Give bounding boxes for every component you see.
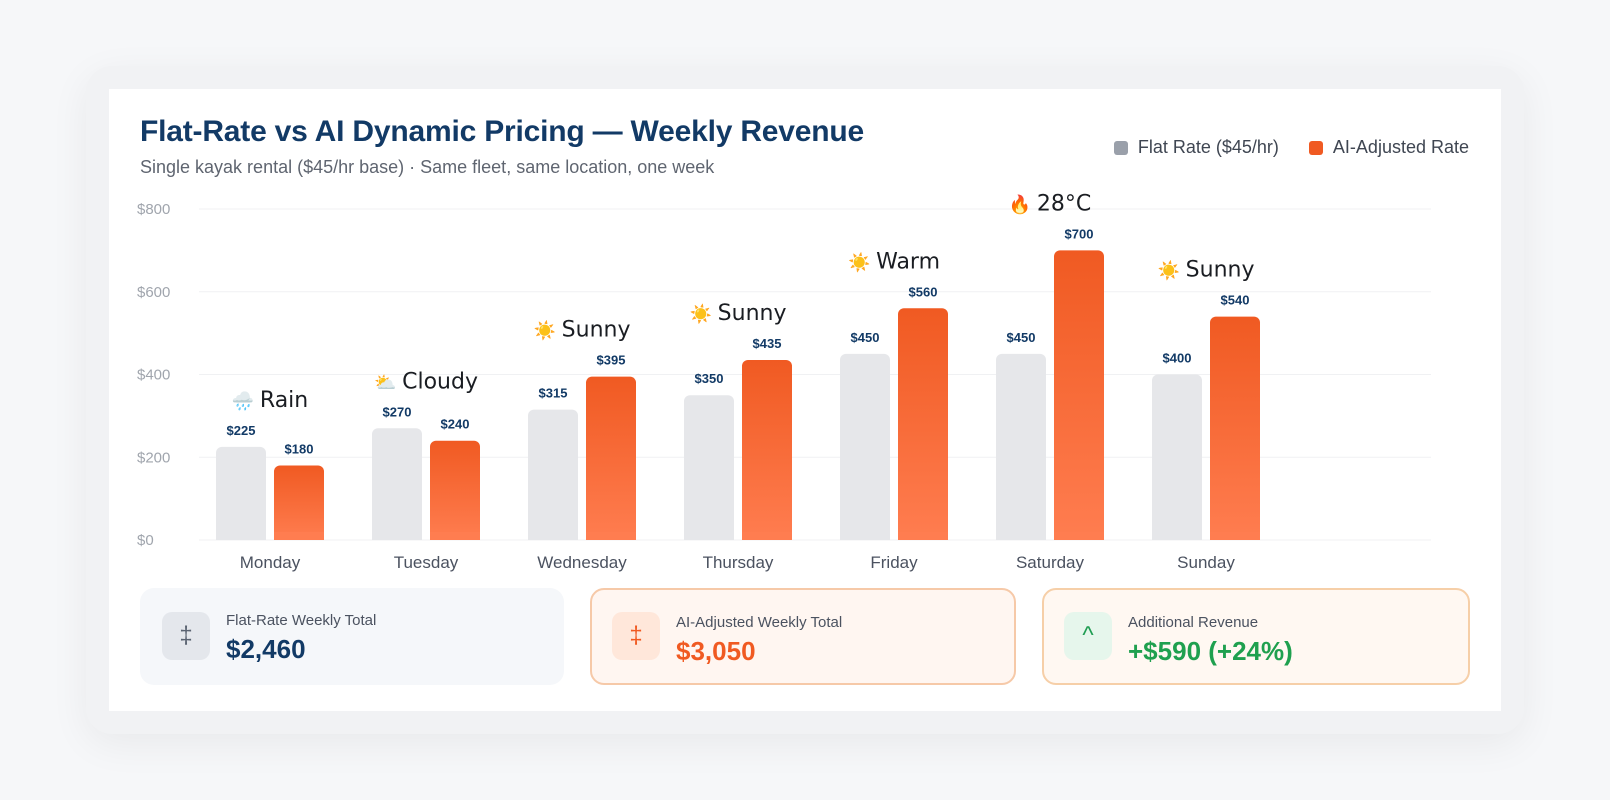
- y-tick-label: $400: [137, 367, 170, 384]
- legend-label-ai: AI-Adjusted Rate: [1332, 137, 1469, 157]
- legend: Flat Rate ($45/hr) AI-Adjusted Rate: [1113, 137, 1469, 158]
- bar-ai-base: [742, 532, 792, 540]
- legend-item-flat: Flat Rate ($45/hr): [1113, 137, 1279, 158]
- bar-ai: [1054, 250, 1104, 540]
- bar-flat: [528, 409, 578, 540]
- bar-flat-base: [216, 532, 266, 540]
- weather-annotation: ☀️ Sunny: [1158, 258, 1255, 283]
- bar-flat-base: [1152, 532, 1202, 540]
- summary-value: $2,460: [226, 634, 306, 664]
- value-label-ai: $395: [597, 353, 626, 368]
- bar-chart: $0 $200 $400 $600 $800 $225 $180 Monday 🌧️ Rain $…: [137, 191, 1431, 572]
- value-label-ai: $560: [909, 284, 938, 299]
- bar-flat: [372, 428, 422, 540]
- sun-icon: ☀️: [690, 303, 718, 325]
- value-label-flat: $270: [383, 404, 412, 419]
- x-tick-label: Monday: [240, 553, 301, 572]
- bar-flat: [840, 353, 890, 540]
- bar-ai-base: [1054, 532, 1104, 540]
- value-label-ai: $240: [441, 417, 470, 432]
- weather-annotation-text: Cloudy: [402, 369, 478, 394]
- summary-value: +$590 (+24%): [1128, 636, 1293, 666]
- double-dagger-icon: ‡: [162, 612, 210, 660]
- bar-ai: [274, 465, 324, 540]
- summary-label: Additional Revenue: [1128, 614, 1259, 631]
- x-tick-label: Thursday: [703, 553, 774, 572]
- chart-card: Flat-Rate vs AI Dynamic Pricing — Weekly…: [109, 89, 1501, 711]
- weather-annotation: ⛅ Cloudy: [374, 369, 478, 394]
- x-tick-label: Saturday: [1016, 553, 1085, 572]
- weather-annotation-text: Rain: [260, 388, 308, 413]
- bar-flat: [996, 353, 1046, 540]
- legend-swatch-flat: [1113, 140, 1128, 155]
- value-label-ai: $435: [753, 336, 782, 351]
- chart-subtitle: Single kayak rental ($45/hr base) · Same…: [140, 157, 715, 177]
- partly-cloudy-icon: ⛅: [374, 372, 402, 393]
- bar-ai-base: [1210, 532, 1260, 540]
- bar-flat: [216, 446, 266, 540]
- legend-label-flat: Flat Rate ($45/hr): [1137, 137, 1279, 157]
- weather-annotation-text: Sunny: [562, 318, 631, 343]
- x-tick-label: Tuesday: [394, 553, 459, 572]
- weather-annotation-text: 28°C: [1037, 191, 1091, 216]
- rain-cloud-icon: 🌧️: [232, 390, 260, 412]
- bar-flat-base: [528, 532, 578, 540]
- value-label-flat: $450: [851, 330, 880, 345]
- bar-flat-base: [684, 532, 734, 540]
- fire-icon: 🔥: [1009, 193, 1037, 215]
- summary-card-flat: ‡ Flat-Rate Weekly Total $2,460: [140, 588, 564, 685]
- double-dagger-icon: ‡: [612, 612, 660, 660]
- value-label-ai: $700: [1065, 226, 1094, 241]
- bar-flat-base: [372, 532, 422, 540]
- bar-ai: [898, 308, 948, 540]
- bar-ai: [742, 360, 792, 540]
- sun-icon: ☀️: [1158, 260, 1186, 282]
- value-label-flat: $450: [1007, 330, 1036, 345]
- value-label-flat: $225: [227, 423, 256, 438]
- summary-value: $3,050: [676, 636, 756, 666]
- bar-flat: [1152, 374, 1202, 540]
- legend-swatch-ai: [1308, 140, 1323, 155]
- chart-title: Flat-Rate vs AI Dynamic Pricing — Weekly…: [140, 115, 864, 148]
- bar-ai-base: [898, 532, 948, 540]
- y-tick-label: $200: [137, 449, 170, 466]
- weather-annotation: ☀️ Warm: [848, 249, 940, 274]
- bar-ai: [586, 376, 636, 540]
- bar-ai-base: [274, 532, 324, 540]
- weather-annotation: 🌧️ Rain: [232, 388, 308, 413]
- bar-flat: [684, 395, 734, 540]
- x-tick-label: Friday: [870, 553, 918, 572]
- value-label-flat: $400: [1163, 351, 1192, 366]
- weather-annotation-text: Sunny: [1186, 258, 1255, 283]
- bar-ai: [1210, 316, 1260, 540]
- legend-item-ai: AI-Adjusted Rate: [1308, 137, 1469, 158]
- weather-annotation: 🔥 28°C: [1009, 191, 1092, 216]
- bar-ai-base: [586, 532, 636, 540]
- weather-annotation: ☀️ Sunny: [534, 318, 631, 343]
- y-tick-label: $0: [137, 532, 154, 549]
- y-tick-label: $600: [137, 284, 170, 301]
- x-tick-label: Wednesday: [537, 553, 627, 572]
- weather-annotation: ☀️ Sunny: [690, 301, 787, 326]
- bar-flat-base: [996, 532, 1046, 540]
- bar-ai: [430, 440, 480, 540]
- bar-ai-base: [430, 532, 480, 540]
- caret-up-icon: ^: [1064, 612, 1112, 660]
- x-tick-label: Sunday: [1177, 553, 1235, 572]
- y-tick-label: $800: [137, 201, 170, 218]
- value-label-ai: $540: [1221, 293, 1250, 308]
- sun-icon: ☀️: [848, 251, 876, 273]
- bar-flat-base: [840, 532, 890, 540]
- summary-card-additional: ^ Additional Revenue +$590 (+24%): [1042, 588, 1470, 685]
- value-label-flat: $350: [695, 371, 724, 386]
- weather-annotation-text: Sunny: [718, 301, 787, 326]
- summary-label: Flat-Rate Weekly Total: [226, 612, 377, 629]
- value-label-ai: $180: [285, 442, 314, 457]
- value-label-flat: $315: [539, 386, 568, 401]
- weather-annotation-text: Warm: [876, 249, 940, 274]
- summary-card-ai: ‡ AI-Adjusted Weekly Total $3,050: [590, 588, 1016, 685]
- sun-icon: ☀️: [534, 320, 562, 342]
- summary-label: AI-Adjusted Weekly Total: [676, 614, 843, 631]
